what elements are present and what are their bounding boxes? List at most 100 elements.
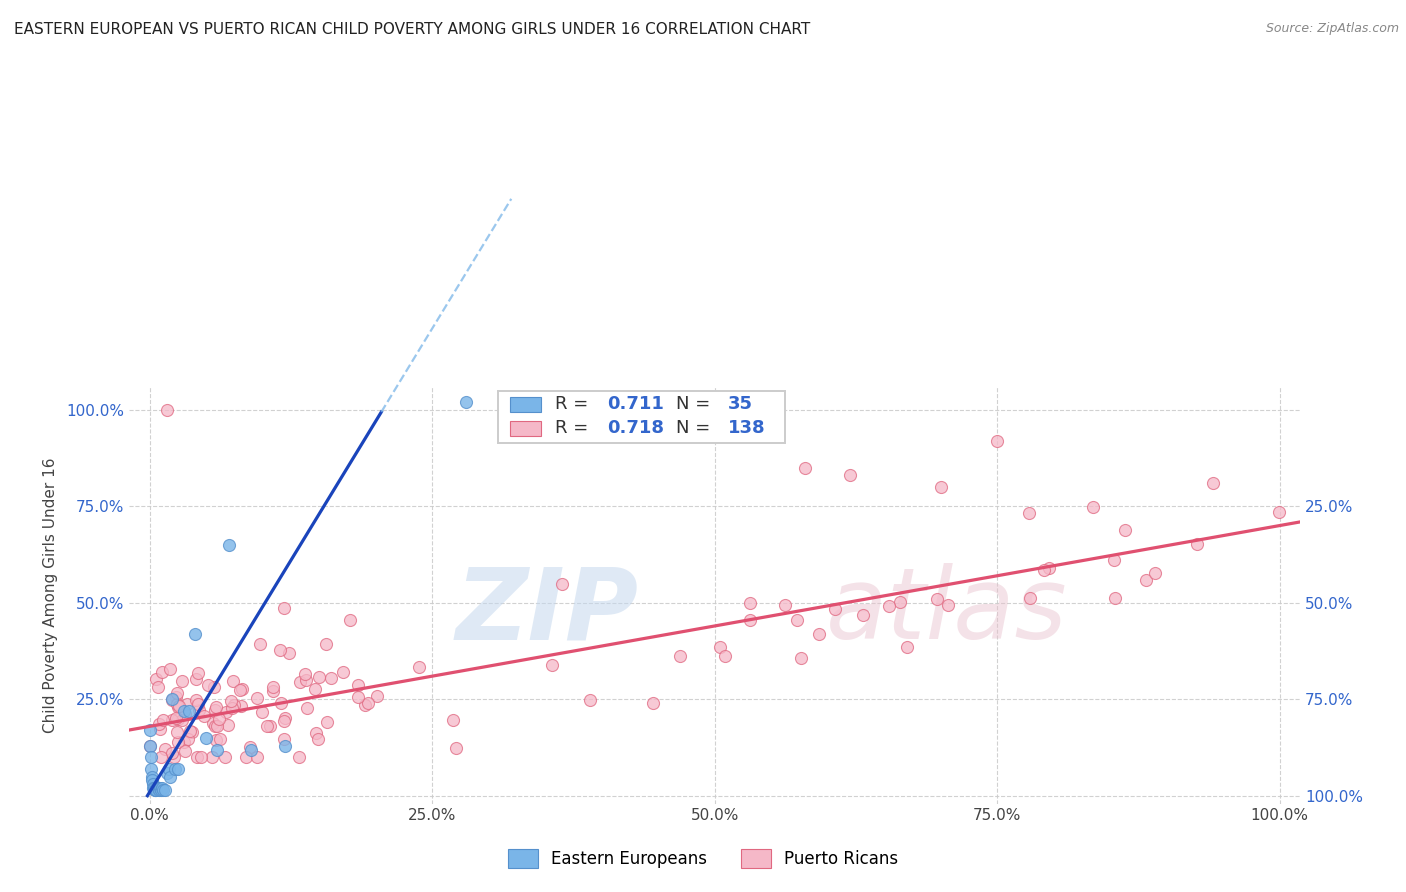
Text: ZIP: ZIP [456, 563, 638, 660]
Point [187, 666, 209, 681]
Point [166, 686, 188, 700]
Point [239, 739, 262, 754]
Point [186, 750, 208, 764]
Point [173, 707, 195, 722]
Point [794, 460, 817, 475]
Point [145, 781, 167, 796]
Point [214, 750, 236, 764]
Point [249, 637, 271, 651]
Point [219, 694, 242, 708]
Point [896, 640, 918, 655]
Point [141, 770, 163, 784]
Point [446, 741, 468, 756]
Point [222, 673, 245, 688]
Point [269, 643, 291, 657]
Point [155, 402, 177, 417]
Point [307, 732, 329, 747]
Point [167, 735, 190, 749]
Point [246, 750, 269, 764]
Point [709, 640, 731, 655]
Point [163, 762, 186, 776]
Point [1114, 524, 1136, 538]
Point [179, 704, 201, 718]
Point [169, 698, 191, 713]
Point [1032, 563, 1054, 577]
Point [308, 670, 330, 684]
Point [347, 690, 370, 705]
Point [224, 698, 246, 713]
Point [184, 693, 207, 707]
Point [143, 781, 166, 796]
Point [141, 773, 163, 788]
Point [259, 719, 281, 733]
Point [190, 750, 212, 764]
Point [775, 598, 797, 612]
Point [250, 705, 273, 719]
Point [184, 673, 207, 687]
Point [149, 781, 172, 796]
Point [273, 601, 295, 615]
Point [1018, 506, 1040, 520]
Point [294, 667, 316, 681]
Point [277, 647, 299, 661]
Point [354, 698, 377, 712]
Point [146, 781, 169, 796]
Point [138, 739, 160, 753]
Point [187, 698, 209, 712]
Point [839, 468, 862, 483]
Point [273, 732, 295, 747]
Point [176, 697, 198, 711]
Point [925, 592, 948, 607]
Point [209, 732, 232, 747]
Point [1038, 560, 1060, 574]
Point [316, 715, 339, 730]
Point [443, 713, 465, 727]
Point [218, 538, 240, 552]
Point [201, 715, 224, 730]
Point [204, 700, 226, 714]
Point [180, 724, 202, 739]
Point [142, 781, 165, 796]
Point [160, 714, 183, 728]
Point [262, 683, 284, 698]
Point [193, 709, 215, 723]
Point [202, 680, 225, 694]
Point [207, 719, 229, 733]
Point [166, 698, 188, 712]
Point [262, 680, 284, 694]
Point [166, 725, 188, 739]
Point [273, 711, 295, 725]
Point [160, 693, 183, 707]
Point [159, 770, 181, 784]
Point [149, 750, 172, 764]
Point [290, 675, 312, 690]
Point [217, 718, 239, 732]
Point [256, 719, 278, 733]
Point [139, 739, 162, 754]
Point [195, 731, 218, 745]
Point [163, 750, 186, 764]
Text: Source: ZipAtlas.com: Source: ZipAtlas.com [1265, 22, 1399, 36]
Point [231, 682, 253, 697]
Text: atlas: atlas [825, 563, 1067, 660]
Point [179, 724, 201, 739]
Point [740, 596, 762, 610]
Point [204, 703, 226, 717]
Point [138, 723, 160, 738]
Point [273, 714, 295, 729]
Point [148, 783, 170, 797]
Point [221, 700, 243, 714]
Point [197, 678, 219, 692]
Point [807, 626, 830, 640]
Point [148, 717, 170, 731]
Point [139, 762, 162, 776]
Point [155, 783, 177, 797]
Point [1202, 475, 1225, 490]
Point [143, 783, 166, 797]
Point [184, 626, 207, 640]
Point [408, 660, 430, 674]
Point [229, 682, 252, 697]
Point [143, 783, 166, 797]
Point [229, 698, 252, 713]
Point [205, 732, 228, 747]
